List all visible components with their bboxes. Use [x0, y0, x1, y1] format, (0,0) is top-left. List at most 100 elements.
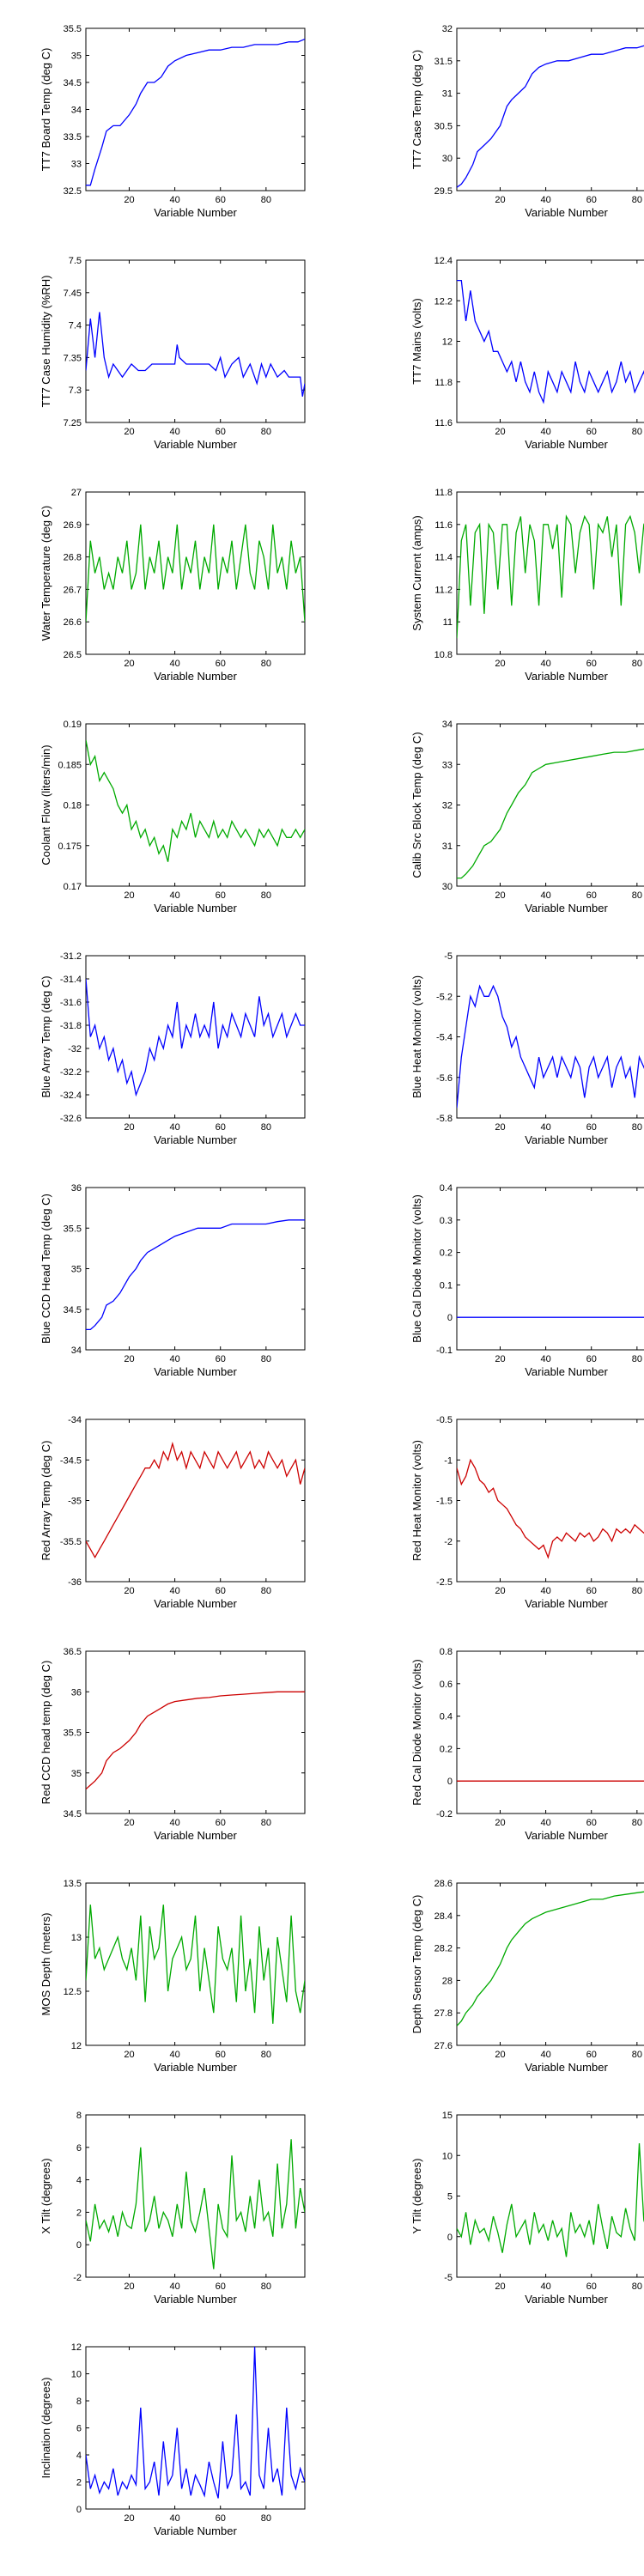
- y-tick-label: 35: [71, 1769, 82, 1779]
- y-tick-label: 0.4: [440, 1712, 453, 1722]
- x-tick-label: 40: [169, 1586, 179, 1596]
- y-tick-label: 34.5: [64, 1809, 82, 1820]
- y-tick-label: 36: [71, 1687, 82, 1698]
- y-tick-label: 36.5: [64, 1647, 82, 1657]
- series-line: [457, 279, 644, 404]
- y-tick-label: 31.5: [434, 57, 453, 67]
- y-tick-label: 12: [71, 2041, 82, 2051]
- x-tick-label: 80: [632, 659, 642, 669]
- y-tick-label: 32.5: [64, 186, 82, 197]
- y-tick-label: 27.6: [434, 2041, 453, 2051]
- x-tick-label: 40: [540, 1354, 550, 1364]
- x-axis-label: Variable Number: [154, 2293, 237, 2306]
- x-axis-label: Variable Number: [154, 670, 237, 683]
- x-tick-label: 80: [632, 2281, 642, 2292]
- y-axis-label: Red Array Temp (deg C): [39, 1441, 52, 1561]
- x-tick-label: 80: [261, 1586, 271, 1596]
- x-axis-label: Variable Number: [525, 902, 608, 914]
- x-tick-label: 20: [495, 1586, 505, 1596]
- x-tick-label: 40: [540, 2050, 550, 2060]
- y-tick-label: 26.6: [64, 617, 82, 628]
- x-tick-label: 20: [124, 195, 134, 205]
- x-axis-label: Variable Number: [525, 1829, 608, 1842]
- x-axis-label: Variable Number: [154, 1829, 237, 1842]
- x-tick-label: 60: [216, 659, 226, 669]
- y-tick-label: 0.1: [440, 1280, 453, 1291]
- x-tick-label: 40: [169, 2050, 179, 2060]
- y-tick-label: 0: [447, 1777, 453, 1787]
- axes-box: [85, 2114, 306, 2278]
- axes-box: [85, 259, 306, 423]
- y-tick-label: 2: [76, 2478, 82, 2488]
- y-tick-label: 0.3: [440, 1216, 453, 1226]
- y-tick-label: 0.185: [58, 760, 82, 770]
- y-tick-label: -5: [444, 951, 453, 962]
- y-tick-label: -2: [73, 2273, 82, 2283]
- x-axis-label: Variable Number: [154, 2524, 237, 2537]
- x-tick-label: 80: [261, 659, 271, 669]
- x-axis-label: Variable Number: [525, 2293, 608, 2306]
- axes-box: [85, 27, 306, 191]
- subplot-6: 20 40 60 80 10.8 11 11.2 11.4 11.6 11.8 Variable N…: [410, 488, 644, 683]
- axes-box: [456, 27, 644, 191]
- axes-box: [85, 955, 306, 1119]
- series-line: [457, 1780, 644, 1782]
- series-line: [86, 1691, 305, 1790]
- x-tick-label: 60: [216, 890, 226, 901]
- x-axis-label: Variable Number: [525, 1365, 608, 1378]
- y-tick-label: 0.6: [440, 1680, 453, 1690]
- subplot-20: 20 40 60 80 -5 0 5 10 15 Variable Number Y Tilt (d…: [410, 2111, 644, 2306]
- x-tick-label: 80: [261, 1122, 271, 1133]
- subplot-12: 20 40 60 80 -0.1 0 0.1 0.2 0.3 0.4 Variable Number…: [410, 1183, 644, 1378]
- x-tick-label: 60: [216, 2513, 226, 2524]
- y-axis-label: Inclination (degrees): [39, 2378, 52, 2479]
- y-tick-label: 34.5: [64, 78, 82, 88]
- y-tick-label: 13: [71, 1933, 82, 1943]
- y-tick-label: 33: [71, 160, 82, 170]
- subplot-16: 20 40 60 80 -0.2 0 0.2 0.4 0.6 0.8 Variable Number…: [410, 1647, 644, 1842]
- axes-box: [85, 1419, 306, 1583]
- y-tick-label: 11.6: [434, 520, 453, 531]
- y-tick-label: 31: [442, 89, 453, 100]
- y-tick-label: 0.17: [64, 882, 82, 892]
- y-tick-label: 11.8: [434, 378, 453, 388]
- x-tick-label: 80: [261, 1354, 271, 1364]
- y-tick-label: 0.19: [64, 720, 82, 730]
- x-tick-label: 20: [124, 2281, 134, 2292]
- x-tick-label: 20: [124, 2513, 134, 2524]
- y-tick-label: 28.6: [434, 1879, 453, 1889]
- x-tick-label: 20: [495, 427, 505, 437]
- y-axis-label: Red CCD head temp (deg C): [39, 1661, 52, 1805]
- axes-box: [456, 723, 644, 887]
- x-tick-label: 80: [632, 890, 642, 901]
- x-tick-label: 60: [586, 890, 597, 901]
- y-axis-label: TT7 Case Humidity (%RH): [39, 276, 52, 408]
- subplot-18: 20 40 60 80 27.6 27.8 28 28.2 28.4 28.6 Variable N…: [410, 1879, 644, 2074]
- axes-box: [456, 1650, 644, 1814]
- y-tick-label: 35.5: [64, 24, 82, 34]
- x-tick-label: 60: [216, 1122, 226, 1133]
- y-tick-label: 26.8: [64, 553, 82, 563]
- axes-box: [456, 955, 644, 1119]
- axes-box: [456, 259, 644, 423]
- series-line: [457, 2143, 644, 2257]
- y-tick-label: 34: [71, 1346, 82, 1356]
- y-tick-label: -31.4: [60, 975, 82, 985]
- y-tick-label: 13.5: [64, 1879, 82, 1889]
- x-tick-label: 20: [124, 890, 134, 901]
- y-tick-label: 10: [71, 2370, 82, 2380]
- y-tick-label: 11.4: [434, 553, 453, 563]
- x-tick-label: 80: [261, 1818, 271, 1828]
- y-axis-label: Water Temperature (deg C): [39, 506, 52, 641]
- x-tick-label: 40: [169, 890, 179, 901]
- axes-box: [456, 2114, 644, 2278]
- x-tick-label: 40: [540, 1818, 550, 1828]
- x-tick-label: 20: [124, 1354, 134, 1364]
- y-tick-label: 12.4: [434, 256, 453, 266]
- y-tick-label: 7.45: [64, 289, 82, 299]
- x-tick-label: 40: [540, 427, 550, 437]
- x-tick-label: 40: [169, 1122, 179, 1133]
- x-tick-label: 20: [495, 2281, 505, 2292]
- series-line: [86, 2347, 305, 2499]
- y-axis-label: Red Heat Monitor (volts): [410, 1440, 423, 1561]
